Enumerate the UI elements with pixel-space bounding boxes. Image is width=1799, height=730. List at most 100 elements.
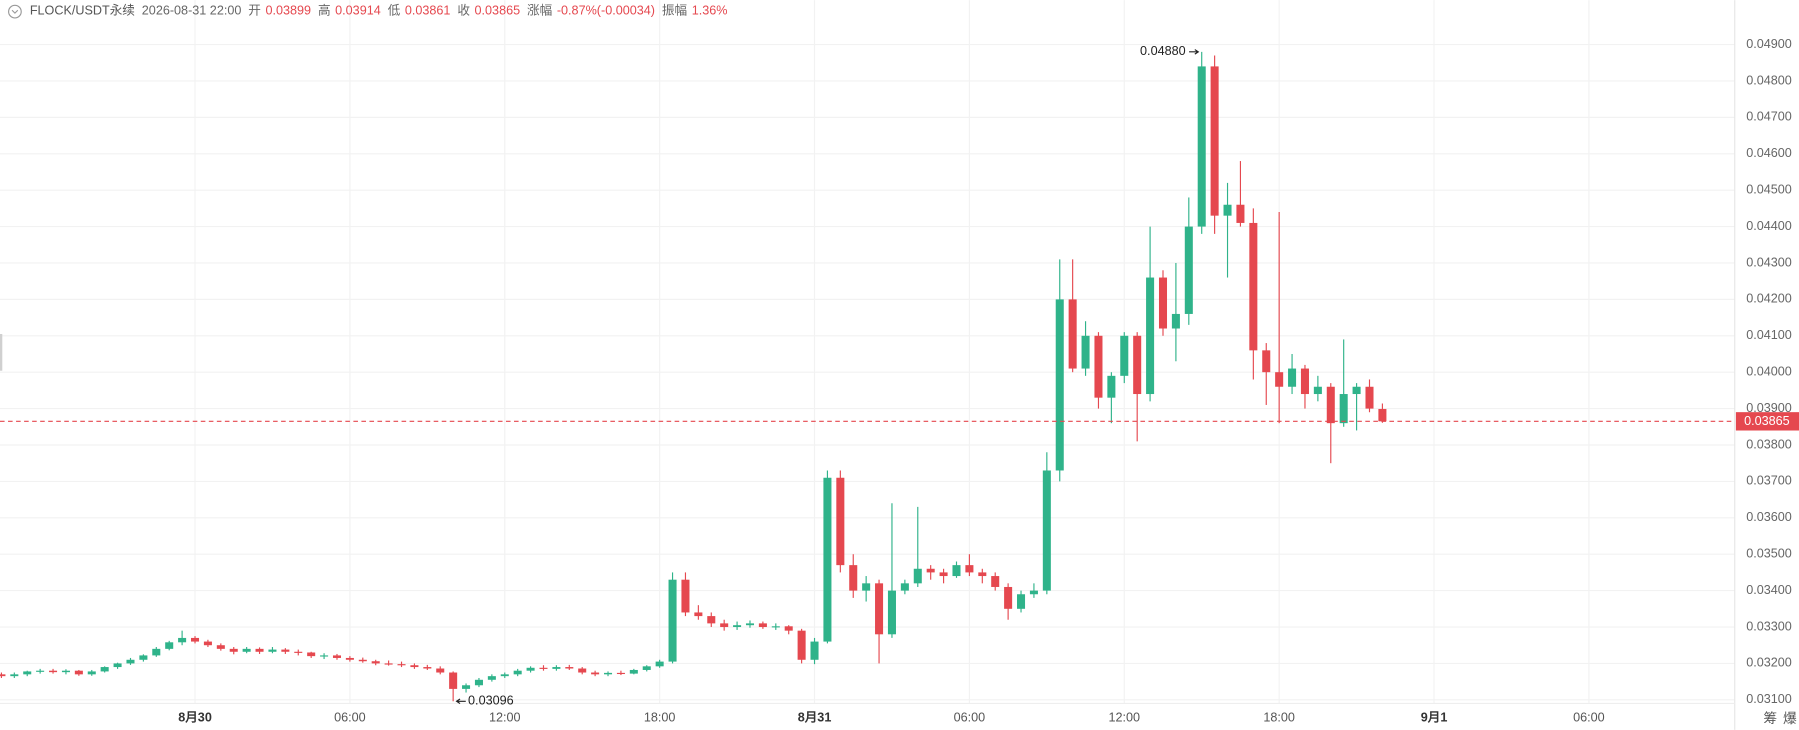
candle-body: [281, 649, 290, 652]
y-tick-label: 0.03600: [1746, 510, 1792, 524]
candle-body: [771, 626, 780, 628]
candle-body: [139, 655, 148, 660]
grid: [0, 0, 1735, 704]
candle-body: [332, 655, 342, 658]
candle-body: [49, 670, 58, 673]
candle-body: [926, 568, 935, 573]
y-tick-label: 0.03500: [1746, 547, 1792, 561]
candle-body: [268, 649, 277, 652]
low-value: 0.03861: [405, 4, 451, 18]
candle-body: [862, 583, 871, 591]
candle-body: [1017, 594, 1026, 609]
candle-body: [1107, 375, 1116, 398]
candle-body: [513, 670, 522, 675]
y-tick-label: 0.03800: [1746, 437, 1792, 451]
candle-body: [87, 671, 96, 675]
min-arrow: [455, 698, 466, 705]
candle-body: [526, 667, 535, 671]
candle-body: [1223, 204, 1232, 216]
candle-body: [358, 659, 367, 662]
candle-body: [1094, 335, 1103, 398]
y-tick-label: 0.04600: [1746, 146, 1792, 160]
x-tick-label: 06:00: [1573, 711, 1605, 725]
candle-body: [1068, 299, 1077, 369]
candle-body: [784, 626, 793, 631]
candle-body: [1313, 386, 1322, 395]
open-label: 开: [248, 4, 261, 18]
y-tick-label: 0.04400: [1746, 219, 1792, 233]
candle-body: [939, 572, 948, 577]
y-tick-label: 0.04700: [1746, 110, 1792, 124]
candle-body: [1081, 335, 1090, 369]
x-tick-label: 8月30: [178, 711, 212, 725]
candle-body: [0, 674, 6, 677]
candle-body: [604, 672, 613, 675]
candle-body: [462, 685, 471, 689]
collapse-button[interactable]: [8, 4, 22, 19]
y-tick-label: 0.03100: [1746, 692, 1792, 706]
candle-body: [165, 642, 174, 649]
candle-body: [203, 641, 212, 646]
candle-body: [410, 665, 419, 668]
candle-body: [1133, 335, 1142, 395]
candle-body: [449, 672, 458, 689]
last-price-tag: [1735, 412, 1799, 431]
candle-body: [61, 670, 70, 673]
x-tick-label: 06:00: [954, 711, 986, 725]
candle-body: [1120, 335, 1129, 376]
candle-body: [216, 645, 225, 649]
last-price-label: 0.03865: [1744, 414, 1790, 428]
candle-body: [126, 659, 135, 664]
change-label: 涨幅: [527, 4, 552, 18]
candle-body: [1288, 368, 1297, 387]
candle-body: [1365, 386, 1374, 409]
close-label: 收: [457, 4, 470, 18]
candle-body: [500, 674, 509, 677]
candle-body: [1262, 350, 1271, 373]
candle-body: [991, 576, 1000, 587]
candle-body: [371, 661, 380, 664]
candle-body: [797, 630, 806, 660]
y-tick-label: 0.03700: [1746, 474, 1792, 488]
candle-body: [1275, 372, 1284, 387]
close-value: 0.03865: [475, 4, 521, 18]
candle-body: [1029, 590, 1038, 595]
candle-body: [810, 641, 819, 660]
candle-body: [242, 648, 251, 652]
candle-body: [887, 590, 896, 635]
candle-body: [23, 671, 32, 675]
candle-body: [10, 674, 19, 677]
candle-body: [1146, 277, 1155, 395]
y-tick-label: 0.03300: [1746, 619, 1792, 633]
x-tick-label: 06:00: [334, 711, 366, 725]
candle-body: [1004, 586, 1013, 609]
candle-body: [720, 623, 729, 628]
candle-body: [591, 672, 600, 675]
y-tick-label: 0.04100: [1746, 328, 1792, 342]
x-tick-label: 18:00: [1263, 711, 1295, 725]
candle-body: [900, 583, 909, 591]
candle-body: [345, 657, 354, 660]
candle-body: [1171, 313, 1180, 329]
chips-button[interactable]: 筹: [1763, 710, 1777, 726]
y-tick-label: 0.04200: [1746, 292, 1792, 306]
amplitude-value: 1.36%: [692, 4, 728, 18]
high-label: 高: [318, 3, 331, 18]
candle-body: [320, 655, 329, 657]
low-label: 低: [388, 4, 401, 18]
candle-body: [307, 652, 316, 657]
y-tick-label: 0.04900: [1746, 37, 1792, 51]
candle-body: [36, 670, 45, 672]
x-tick-label: 8月31: [798, 711, 832, 725]
candle-body: [1184, 226, 1193, 314]
candle-body: [758, 623, 767, 628]
liquidation-button[interactable]: 爆: [1783, 711, 1797, 726]
candle-body: [152, 648, 161, 656]
side-handle[interactable]: [0, 334, 3, 371]
candle-body: [539, 667, 548, 669]
candle-body: [642, 666, 651, 670]
max-annotation: 0.04880: [1140, 44, 1186, 58]
candle-body: [255, 648, 264, 652]
candle-body: [565, 667, 574, 669]
change-value: -0.87%(-0.00034): [557, 4, 655, 18]
